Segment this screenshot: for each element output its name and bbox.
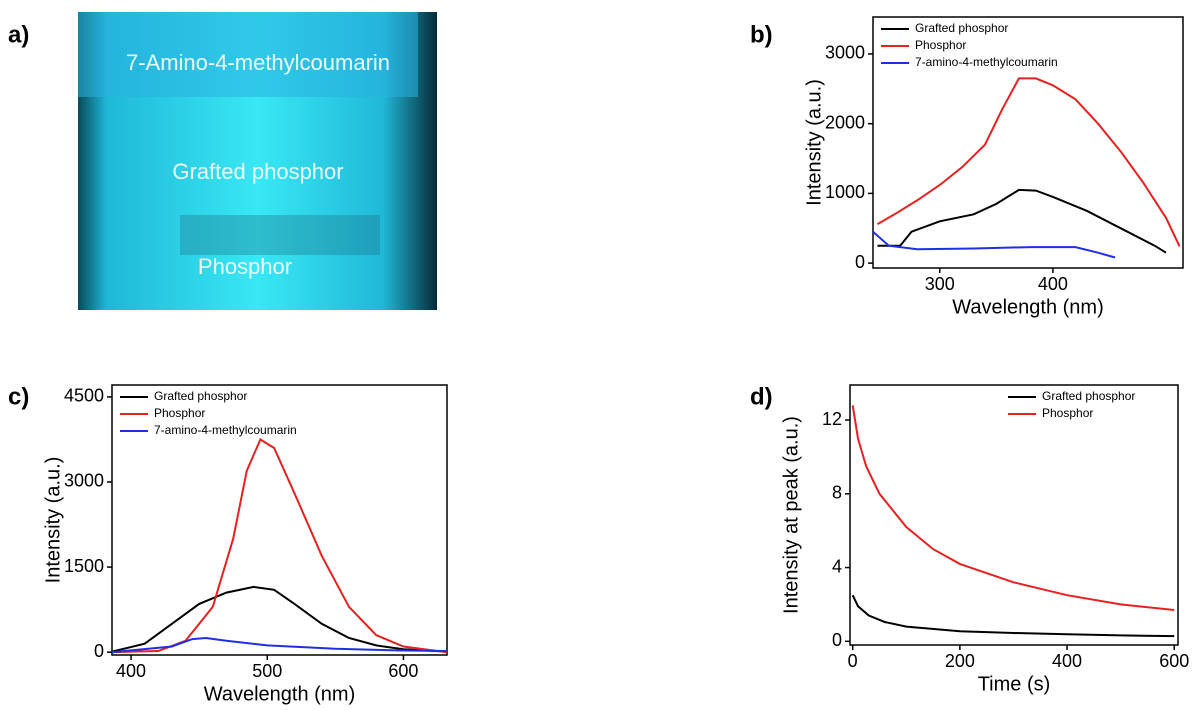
- x-tick-label: 400: [116, 661, 146, 681]
- y-tick-label: 1500: [64, 556, 104, 576]
- y-tick-label: 3000: [64, 471, 104, 491]
- photo-shadow: [180, 215, 380, 255]
- y-axis-title: Intensity (a.u.): [42, 457, 64, 584]
- data-line: [111, 636, 448, 654]
- x-axis-title: Wavelength (nm): [204, 683, 356, 705]
- legend-label: 7-amino-4-methylcoumarin: [915, 55, 1058, 69]
- plot-frame: [849, 384, 1179, 646]
- photo-label: Grafted phosphor: [172, 159, 343, 184]
- data-line: [851, 405, 1175, 611]
- legend-label: Phosphor: [1042, 406, 1093, 420]
- panel-label: d): [750, 383, 773, 410]
- legend-label: Grafted phosphor: [915, 21, 1008, 35]
- y-axis-title: Intensity (a.u.): [803, 79, 825, 206]
- y-tick-label: 1000: [825, 182, 865, 202]
- legend-label: Grafted phosphor: [1042, 389, 1135, 403]
- legend-label: Grafted phosphor: [154, 389, 247, 403]
- panel-label: c): [8, 383, 29, 410]
- y-tick-label: 2000: [825, 112, 865, 132]
- x-tick-label: 0: [848, 651, 858, 671]
- y-tick-label: 3000: [825, 43, 865, 63]
- x-tick-label: 300: [925, 274, 955, 294]
- photo-label: 7-Amino-4-methylcoumarin: [126, 50, 390, 75]
- legend-label: 7-amino-4-methylcoumarin: [154, 423, 297, 437]
- x-axis-title: Wavelength (nm): [952, 296, 1104, 318]
- data-line: [877, 77, 1181, 247]
- x-tick-label: 500: [252, 661, 282, 681]
- x-tick-label: 400: [1052, 651, 1082, 671]
- x-tick-label: 600: [1159, 651, 1189, 671]
- panel-label: b): [750, 21, 773, 48]
- plot-frame: [872, 16, 1184, 269]
- legend-label: Phosphor: [915, 38, 966, 52]
- data-line: [111, 585, 448, 653]
- chart-panel: d) 0 200 400 600 0 4 8 12 Time (s) Intensity at pe…: [750, 383, 1189, 695]
- y-tick-label: 0: [94, 641, 104, 661]
- y-tick-label: 0: [855, 252, 865, 272]
- x-tick-label: 600: [388, 661, 418, 681]
- y-tick-label: 4500: [64, 386, 104, 406]
- photo-label: Phosphor: [198, 254, 292, 279]
- chart-panel: c) 400 500 600 0 1500 3000 4500 Wavelength (nm) I…: [8, 383, 448, 705]
- panel-label: a): [8, 21, 29, 48]
- y-tick-label: 4: [832, 556, 842, 576]
- data-line: [111, 438, 448, 654]
- y-tick-label: 0: [832, 630, 842, 650]
- plot-frame: [111, 384, 448, 656]
- chart-panel: b) 300 400 0 1000 2000 3000 Wavelength (nm) Inte…: [750, 16, 1184, 318]
- photo-panel: a) 7-Amino-4-methylcoumarin Grafted phos…: [8, 12, 437, 310]
- y-tick-label: 12: [822, 409, 842, 429]
- y-tick-label: 8: [832, 483, 842, 503]
- legend-label: Phosphor: [154, 406, 205, 420]
- photo-strip: [78, 12, 418, 97]
- data-line: [877, 188, 1167, 254]
- data-line: [851, 594, 1175, 638]
- y-axis-title: Intensity at peak (a.u.): [780, 416, 802, 614]
- data-line: [872, 230, 1116, 259]
- x-axis-title: Time (s): [978, 673, 1051, 695]
- x-tick-label: 200: [945, 651, 975, 671]
- x-tick-label: 400: [1038, 274, 1068, 294]
